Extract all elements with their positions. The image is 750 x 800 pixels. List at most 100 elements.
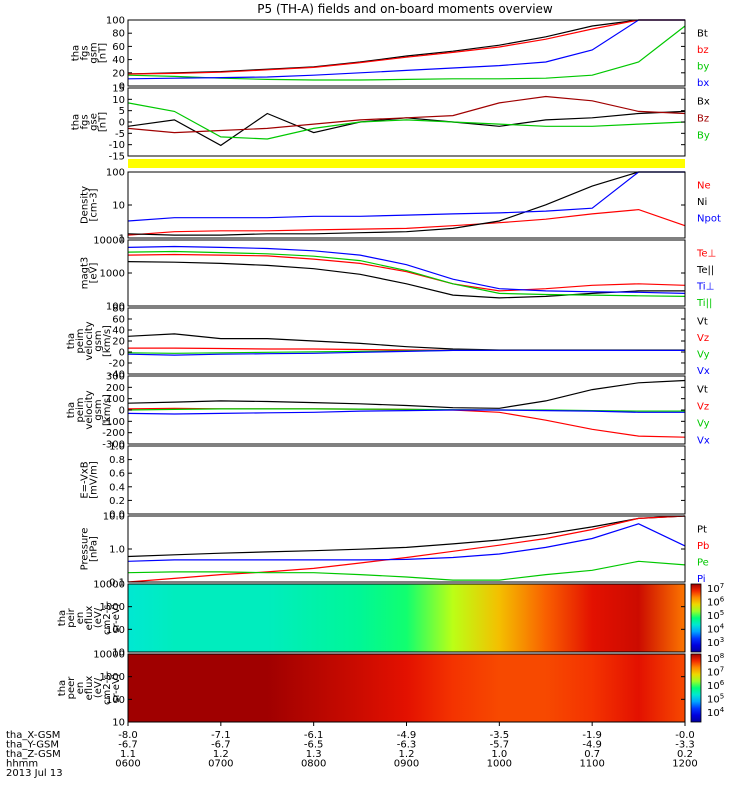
y-axis-label: peim bbox=[75, 397, 86, 422]
y-tick-label: 100 bbox=[106, 394, 125, 405]
y-tick-label: 80 bbox=[112, 304, 125, 315]
y-tick-label: 10000 bbox=[93, 580, 125, 591]
x-tick-label: 1.1 bbox=[120, 749, 136, 760]
y-axis-label: (eV/ bbox=[93, 677, 104, 698]
legend-entry: Vt bbox=[697, 385, 708, 396]
colorbar-tick-label: 106 bbox=[707, 596, 725, 609]
x-tick-label: -6.7 bbox=[211, 740, 231, 751]
series-line-Bx bbox=[127, 110, 686, 147]
y-axis-label: E=-VxB bbox=[80, 461, 91, 498]
y-axis-label: [km/s] bbox=[102, 394, 113, 426]
x-tick-label: 1.0 bbox=[491, 749, 507, 760]
legend-entry: bx bbox=[697, 78, 709, 89]
y-axis-label: velocity bbox=[84, 321, 95, 360]
y-axis-label: (eV/ bbox=[93, 607, 104, 628]
y-axis-label: gsm bbox=[93, 399, 104, 420]
y-tick-label: 1 bbox=[119, 234, 125, 245]
y-tick-label: 0 bbox=[119, 82, 125, 93]
y-axis-label: magt3 bbox=[80, 257, 91, 290]
y-axis-label: velocity bbox=[84, 390, 95, 429]
y-axis-label: peir bbox=[66, 607, 77, 627]
x-tick-label: -5.7 bbox=[490, 740, 510, 751]
panel-density: Ne Ni Npot 100 10 1 Density[cm-3] bbox=[80, 168, 721, 245]
y-axis-label: sr-eV) bbox=[111, 603, 122, 632]
y-tick-label: 40 bbox=[112, 326, 125, 337]
y-tick-label: -40 bbox=[109, 370, 125, 381]
y-tick-label: 300 bbox=[106, 372, 125, 383]
series-line-Vz bbox=[127, 407, 686, 438]
panel-e_field: 1.0 0.8 0.6 0.4 0.2 0.0 E=-VxB[mV/m] bbox=[80, 442, 686, 521]
series-line-Ni bbox=[127, 171, 685, 236]
series-line-Pt bbox=[127, 515, 686, 558]
legend-entry: Pb bbox=[697, 541, 709, 552]
y-axis-label: gsm bbox=[89, 42, 100, 63]
series-line-Vt bbox=[127, 333, 685, 351]
series-line-Bz bbox=[127, 95, 686, 134]
legend-entry: Bx bbox=[697, 97, 710, 108]
y-tick-label: 100 bbox=[106, 302, 125, 313]
y-tick-label: 10 bbox=[112, 201, 125, 212]
series-line-Vx bbox=[127, 409, 685, 415]
series-line-Ne bbox=[127, 208, 686, 236]
y-axis-label: tha bbox=[66, 402, 77, 418]
x-tick-label: -4.9 bbox=[582, 740, 602, 751]
colorbar-tick-label: 105 bbox=[707, 693, 724, 706]
y-axis-label: fgs bbox=[80, 114, 91, 129]
y-axis-label: tha bbox=[66, 333, 77, 349]
y-tick-label: -20 bbox=[109, 359, 125, 370]
series-line-Vx bbox=[127, 349, 685, 356]
y-axis-label: cm2-s- bbox=[102, 601, 113, 635]
colorbar-tick-label: 107 bbox=[707, 666, 724, 679]
series-line-Pb bbox=[127, 515, 686, 583]
series-line-Te⊥ bbox=[127, 253, 686, 292]
y-tick-label: 100 bbox=[106, 16, 125, 27]
series-line-Npot bbox=[127, 171, 685, 222]
series-line-By bbox=[127, 102, 686, 140]
series-line-bz bbox=[127, 19, 685, 75]
panel-frame bbox=[127, 445, 686, 515]
legend-entry: Npot bbox=[697, 213, 721, 224]
legend-entry: Vx bbox=[697, 436, 710, 447]
x-tick-label: -6.3 bbox=[397, 740, 417, 751]
x-tick-label: 1100 bbox=[579, 759, 604, 770]
series-line-Pi bbox=[127, 523, 686, 562]
colorbar-tick-label: 104 bbox=[707, 623, 725, 636]
y-tick-label: 10 bbox=[112, 718, 125, 729]
y-tick-label: 0 bbox=[119, 406, 125, 417]
colorbar bbox=[690, 653, 702, 723]
y-tick-label: 1.0 bbox=[109, 545, 125, 556]
legend-entry: Pe bbox=[697, 557, 709, 568]
y-tick-label: 1000 bbox=[100, 602, 125, 613]
y-tick-label: 0 bbox=[119, 348, 125, 359]
x-tick-label: -6.7 bbox=[118, 740, 138, 751]
x-axis-ephemeris: tha_X-GSMtha_Y-GSMtha_Z-GSMhhmm-8.0-6.71… bbox=[6, 722, 698, 770]
y-tick-label: -15 bbox=[109, 152, 125, 163]
panel-stack: Btbzbybx100806040200thafgsgsm[nT]BxBzBy1… bbox=[57, 16, 725, 729]
y-tick-label: 100 bbox=[106, 625, 125, 636]
y-tick-label: 100 bbox=[106, 168, 125, 179]
series-line-Pe bbox=[127, 560, 686, 581]
x-tick-label: -3.3 bbox=[675, 740, 695, 751]
x-tick-label: -4.9 bbox=[397, 730, 417, 741]
y-axis-label: [eV] bbox=[89, 263, 100, 284]
x-tick-label: -3.5 bbox=[490, 730, 510, 741]
y-axis-label: en bbox=[75, 682, 86, 695]
y-axis-label: gse bbox=[89, 113, 100, 131]
y-tick-label: 10 bbox=[112, 648, 125, 659]
legend-entry: Bt bbox=[697, 28, 708, 39]
heatmap-fill bbox=[128, 584, 685, 652]
legend-entry: Vy bbox=[697, 349, 710, 360]
series-line-bx bbox=[127, 19, 685, 80]
y-axis-label: cm2-s- bbox=[102, 671, 113, 705]
y-axis-label: Pressure bbox=[80, 528, 91, 571]
legend-entry: Ti⊥ bbox=[696, 281, 714, 292]
y-tick-label: 100 bbox=[106, 695, 125, 706]
colorbar-tick-label: 108 bbox=[707, 652, 724, 665]
y-tick-label: 1000 bbox=[100, 672, 125, 683]
x-tick-label: 0.2 bbox=[677, 749, 693, 760]
y-axis-label: tha bbox=[57, 680, 68, 696]
y-axis-label: [mV/m] bbox=[89, 461, 100, 499]
